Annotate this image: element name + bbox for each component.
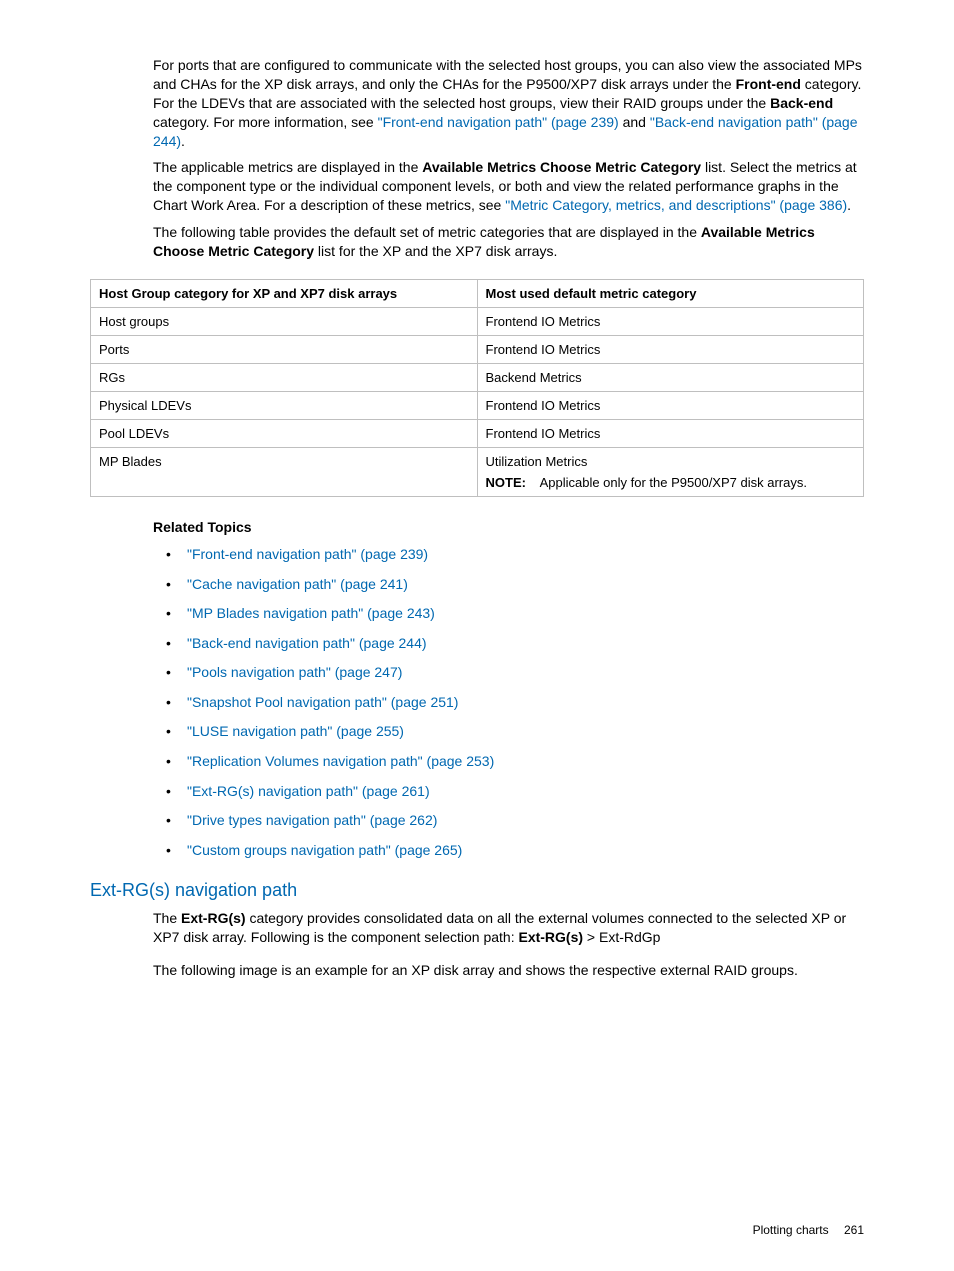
table-row: MP Blades Utilization Metrics NOTE: Appl… bbox=[91, 447, 864, 496]
table-cell: MP Blades bbox=[91, 447, 478, 496]
metric-category-table: Host Group category for XP and XP7 disk … bbox=[90, 279, 864, 497]
bold-text: Available Metrics Choose Metric Category bbox=[422, 159, 701, 175]
text: The applicable metrics are displayed in … bbox=[153, 159, 422, 175]
text: The bbox=[153, 910, 181, 926]
text: > Ext-RdGp bbox=[583, 929, 660, 945]
note-label: NOTE: bbox=[486, 475, 526, 490]
table-cell: Frontend IO Metrics bbox=[477, 391, 864, 419]
bold-text: Ext-RG(s) bbox=[181, 910, 246, 926]
link-related[interactable]: "Drive types navigation path" (page 262) bbox=[187, 812, 437, 828]
link-related[interactable]: "Front-end navigation path" (page 239) bbox=[187, 546, 428, 562]
list-item: "Drive types navigation path" (page 262) bbox=[153, 811, 864, 831]
related-topics-list: "Front-end navigation path" (page 239) "… bbox=[153, 545, 864, 861]
list-item: "Cache navigation path" (page 241) bbox=[153, 575, 864, 595]
list-item: "Replication Volumes navigation path" (p… bbox=[153, 752, 864, 772]
table-cell: Ports bbox=[91, 335, 478, 363]
paragraph-table-intro: The following table provides the default… bbox=[153, 223, 864, 261]
table-cell: RGs bbox=[91, 363, 478, 391]
table-cell: Frontend IO Metrics bbox=[477, 335, 864, 363]
link-frontend-nav[interactable]: "Front-end navigation path" (page 239) bbox=[378, 114, 619, 130]
table-header-row: Host Group category for XP and XP7 disk … bbox=[91, 279, 864, 307]
table-cell: Physical LDEVs bbox=[91, 391, 478, 419]
link-related[interactable]: "MP Blades navigation path" (page 243) bbox=[187, 605, 435, 621]
link-related[interactable]: "Custom groups navigation path" (page 26… bbox=[187, 842, 462, 858]
link-related[interactable]: "LUSE navigation path" (page 255) bbox=[187, 723, 404, 739]
paragraph-image-intro: The following image is an example for an… bbox=[153, 961, 864, 980]
list-item: "Pools navigation path" (page 247) bbox=[153, 663, 864, 683]
list-item: "Custom groups navigation path" (page 26… bbox=[153, 841, 864, 861]
bold-text: Ext-RG(s) bbox=[518, 929, 583, 945]
table-cell: Utilization Metrics NOTE: Applicable onl… bbox=[477, 447, 864, 496]
text: The following table provides the default… bbox=[153, 224, 701, 240]
bold-text: Front-end bbox=[736, 76, 801, 92]
list-item: "LUSE navigation path" (page 255) bbox=[153, 722, 864, 742]
footer-label: Plotting charts bbox=[753, 1223, 829, 1237]
table-row: Physical LDEVs Frontend IO Metrics bbox=[91, 391, 864, 419]
paragraph-available-metrics: The applicable metrics are displayed in … bbox=[153, 158, 864, 215]
table-header: Most used default metric category bbox=[477, 279, 864, 307]
text: category. For more information, see bbox=[153, 114, 378, 130]
table-row: Host groups Frontend IO Metrics bbox=[91, 307, 864, 335]
list-item: "Front-end navigation path" (page 239) bbox=[153, 545, 864, 565]
list-item: "Snapshot Pool navigation path" (page 25… bbox=[153, 693, 864, 713]
table-cell: Pool LDEVs bbox=[91, 419, 478, 447]
text: Utilization Metrics bbox=[486, 454, 856, 469]
table-row: Pool LDEVs Frontend IO Metrics bbox=[91, 419, 864, 447]
paragraph-front-back-end: For ports that are configured to communi… bbox=[153, 56, 864, 150]
list-item: "Ext-RG(s) navigation path" (page 261) bbox=[153, 782, 864, 802]
list-item: "MP Blades navigation path" (page 243) bbox=[153, 604, 864, 624]
table-header: Host Group category for XP and XP7 disk … bbox=[91, 279, 478, 307]
link-related[interactable]: "Ext-RG(s) navigation path" (page 261) bbox=[187, 783, 430, 799]
text: and bbox=[619, 114, 650, 130]
table-row: Ports Frontend IO Metrics bbox=[91, 335, 864, 363]
section-heading-ext-rgs: Ext-RG(s) navigation path bbox=[90, 880, 864, 901]
table-cell: Frontend IO Metrics bbox=[477, 419, 864, 447]
page-number: 261 bbox=[844, 1223, 864, 1237]
link-related[interactable]: "Pools navigation path" (page 247) bbox=[187, 664, 402, 680]
page-footer: Plotting charts 261 bbox=[753, 1223, 864, 1237]
related-topics-heading: Related Topics bbox=[153, 519, 864, 535]
paragraph-ext-rgs-intro: The Ext-RG(s) category provides consolid… bbox=[153, 909, 864, 947]
link-related[interactable]: "Cache navigation path" (page 241) bbox=[187, 576, 408, 592]
link-metric-category[interactable]: "Metric Category, metrics, and descripti… bbox=[505, 197, 847, 213]
table-cell: Frontend IO Metrics bbox=[477, 307, 864, 335]
table-cell: Host groups bbox=[91, 307, 478, 335]
table-row: RGs Backend Metrics bbox=[91, 363, 864, 391]
text: list for the XP and the XP7 disk arrays. bbox=[314, 243, 557, 259]
link-related[interactable]: "Back-end navigation path" (page 244) bbox=[187, 635, 427, 651]
link-related[interactable]: "Snapshot Pool navigation path" (page 25… bbox=[187, 694, 458, 710]
list-item: "Back-end navigation path" (page 244) bbox=[153, 634, 864, 654]
note-text: Applicable only for the P9500/XP7 disk a… bbox=[540, 475, 807, 490]
text: category provides consolidated data on a… bbox=[153, 910, 846, 945]
link-related[interactable]: "Replication Volumes navigation path" (p… bbox=[187, 753, 494, 769]
table-cell: Backend Metrics bbox=[477, 363, 864, 391]
bold-text: Back-end bbox=[770, 95, 833, 111]
text: . bbox=[181, 133, 185, 149]
text: . bbox=[847, 197, 851, 213]
